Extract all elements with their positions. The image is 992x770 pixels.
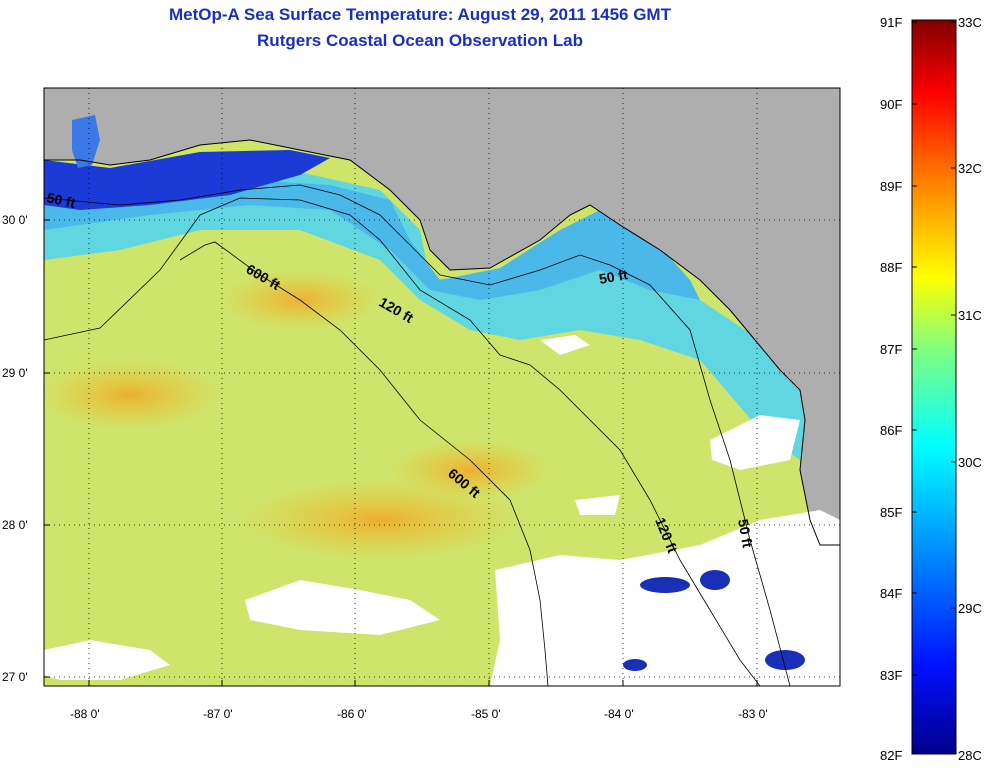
colorbar-f-label: 83F [880,668,903,683]
lat-tick-label: 28 0' [2,518,28,532]
colorbar-f-label: 87F [880,342,903,357]
cloud [245,580,440,635]
warm-patch [390,440,550,500]
land [44,88,840,545]
colorbar-c-label: 29C [958,601,982,616]
contour-label: 50 ft [735,518,756,549]
warm-patch [44,360,220,430]
lat-tick-label: 27 0' [2,670,28,684]
cloud [575,495,620,515]
cold-patch [623,659,647,671]
colorbar-f-label: 88F [880,260,903,275]
colorbar-f-label: 89F [880,179,903,194]
map-subtitle: Rutgers Coastal Ocean Observation Lab [257,31,583,50]
cloud [540,335,590,355]
contour-label: 50 ft [598,266,629,287]
colorbar-c-label: 33C [958,15,982,30]
mid-shelf-water [44,165,700,300]
lat-tick-label: 30 0' [2,213,28,227]
colorbar-c-label: 31C [958,308,982,323]
lon-tick-label: -84 0' [604,707,634,721]
colorbar-f-label: 85F [880,505,903,520]
bay-water [72,115,100,168]
colorbar-f-label: 84F [880,586,903,601]
map-frame [43,87,841,687]
nearshore-water [44,150,330,210]
colorbar-c-label: 28C [958,748,982,763]
coastline [44,139,840,546]
colorbar-f-label: 90F [880,97,903,112]
lon-tick-label: -87 0' [203,707,233,721]
colorbar-f-label: 86F [880,423,903,438]
colorbar [911,19,957,755]
lon-tick-label: -88 0' [70,707,100,721]
map-title: MetOp-A Sea Surface Temperature: August … [169,5,671,24]
lon-tick-label: -83 0' [738,707,768,721]
contour-label: 50 ft [45,189,77,211]
cold-patch [640,577,690,593]
cloud [490,510,840,686]
contour-50ft-west [44,184,791,686]
contour-120ft [44,197,761,686]
lon-tick-label: -86 0' [337,707,367,721]
colorbar-c-label: 32C [958,161,982,176]
cloud [44,640,170,680]
cold-patch [700,570,730,590]
lat-tick-label: 29 0' [2,366,28,380]
colorbar-c-label: 30C [958,455,982,470]
lon-tick-label: -85 0' [471,707,501,721]
contour-600ft [179,241,549,686]
warm-patch [240,480,520,560]
colorbar-f-label: 91F [880,15,903,30]
cold-patch [765,650,805,670]
cloud [710,415,800,470]
colorbar-f-label: 82F [880,748,903,763]
